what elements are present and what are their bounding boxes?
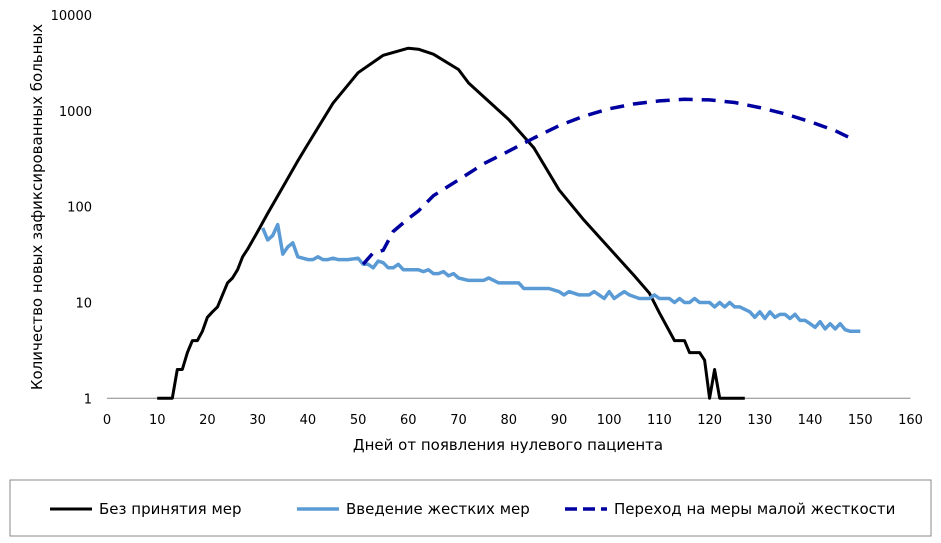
legend-label-3: Переход на меры малой жесткости (614, 500, 895, 518)
x-tick-label: 40 (300, 413, 317, 428)
series-line-3 (361, 97, 857, 266)
x-tick-label: 90 (551, 413, 568, 428)
y-tick-label: 10000 (51, 9, 92, 24)
x-tick-label: 30 (249, 413, 266, 428)
legend-label-2: Введение жестких мер (346, 500, 530, 518)
y-tick-label: 1000 (59, 105, 92, 120)
x-tick-label: 100 (597, 413, 622, 428)
x-tick-label: 80 (500, 413, 517, 428)
x-axis-label: Дней от появления нулевого пациента (353, 436, 663, 454)
legend: Без принятия мер Введение жестких мер Пере… (50, 500, 895, 518)
x-tick-label: 10 (149, 413, 166, 428)
x-tick-label: 50 (350, 413, 367, 428)
y-axis-label: Количество новых зафиксированных больных (28, 24, 46, 390)
series-line-1 (157, 46, 745, 400)
y-tick-label: 1 (84, 392, 92, 407)
x-tick-label: 120 (697, 413, 722, 428)
x-tick-label: 160 (898, 413, 923, 428)
x-tick-label: 20 (199, 413, 216, 428)
x-tick-label: 150 (848, 413, 873, 428)
series-line-2 (261, 222, 861, 334)
y-tick-label: 10 (75, 296, 92, 311)
x-tick-label: 0 (103, 413, 111, 428)
legend-label-1: Без принятия мер (99, 500, 242, 518)
y-tick-label: 100 (67, 201, 92, 216)
x-tick-label: 60 (400, 413, 417, 428)
x-tick-label: 130 (747, 413, 772, 428)
x-tick-label: 70 (450, 413, 467, 428)
legend-box (9, 479, 932, 537)
x-tick-label: 140 (798, 413, 823, 428)
x-tick-label: 110 (647, 413, 672, 428)
